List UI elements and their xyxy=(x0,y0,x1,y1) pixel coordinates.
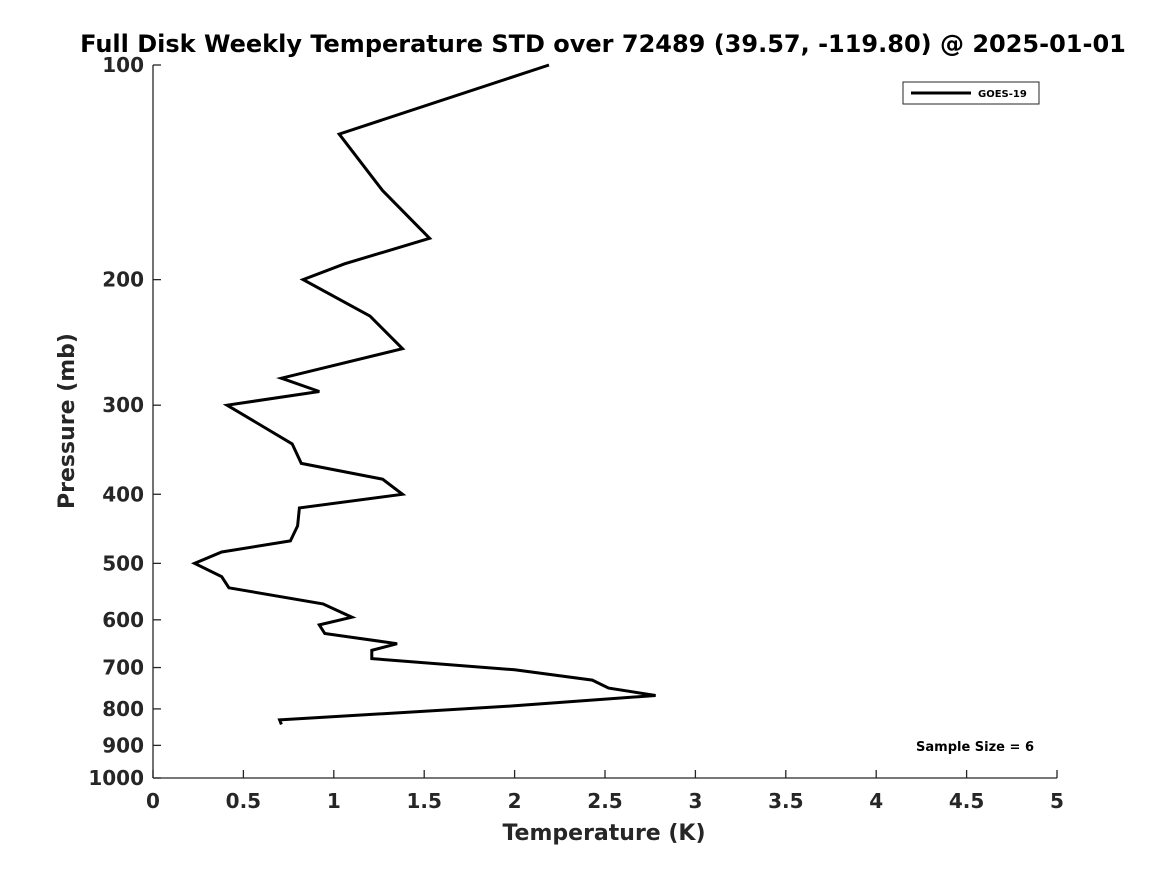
y-tick-label: 900 xyxy=(102,733,144,757)
y-tick-label: 200 xyxy=(102,268,144,292)
x-tick-label: 5 xyxy=(1050,789,1064,813)
y-tick-label: 700 xyxy=(102,656,144,680)
x-axis-ticks: 0 0.5 1 1.5 2 2.5 3 3.5 4 4.5 5 xyxy=(146,770,1064,813)
series-line-goes-19 xyxy=(190,63,656,725)
y-axis-ticks: 100 200 300 400 500 600 700 800 900 1000 xyxy=(88,53,161,790)
y-tick-label: 600 xyxy=(102,608,144,632)
legend: GOES-19 xyxy=(902,81,1040,105)
y-tick-label: 800 xyxy=(102,697,144,721)
x-tick-label: 0 xyxy=(146,789,160,813)
x-axis-label: Temperature (K) xyxy=(502,821,705,846)
y-tick-label: 100 xyxy=(102,53,144,77)
x-tick-label: 1 xyxy=(327,789,341,813)
y-tick-label: 500 xyxy=(102,551,144,575)
y-tick-label: 300 xyxy=(102,393,144,417)
y-tick-label: 1000 xyxy=(88,766,144,790)
chart-title: Full Disk Weekly Temperature STD over 72… xyxy=(80,30,1126,58)
x-tick-label: 3 xyxy=(688,789,702,813)
series-layer xyxy=(190,63,656,725)
legend-label-goes-19: GOES-19 xyxy=(978,89,1027,100)
y-tick-label: 400 xyxy=(102,482,144,506)
x-tick-label: 2.5 xyxy=(587,789,622,813)
y-axis-label: Pressure (mb) xyxy=(55,333,80,509)
sample-size-annotation: Sample Size = 6 xyxy=(916,740,1034,755)
x-tick-label: 1.5 xyxy=(406,789,441,813)
x-tick-label: 2 xyxy=(508,789,522,813)
x-tick-label: 4.5 xyxy=(949,789,984,813)
x-tick-label: 4 xyxy=(869,789,883,813)
x-tick-label: 0.5 xyxy=(226,789,261,813)
x-tick-label: 3.5 xyxy=(768,789,803,813)
